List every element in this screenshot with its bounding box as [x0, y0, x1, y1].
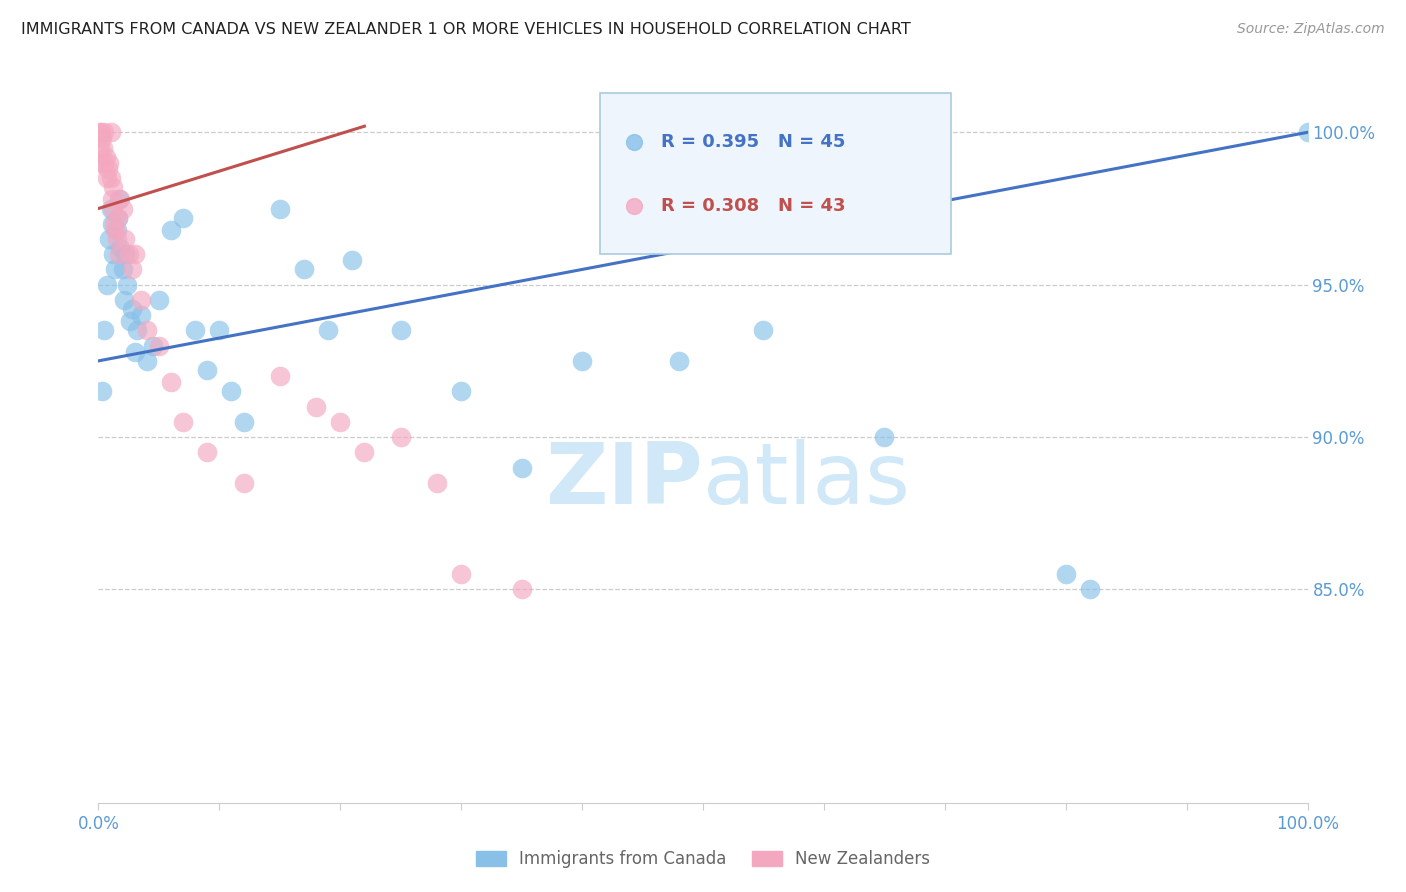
- Point: [148, 339, 170, 353]
- Point: [208, 323, 231, 337]
- Point: [510, 582, 533, 597]
- Point: [94, 150, 117, 164]
- Text: Source: ZipAtlas.com: Source: ZipAtlas.com: [1237, 22, 1385, 37]
- Point: [98, 232, 121, 246]
- Point: [195, 363, 218, 377]
- Text: ZIP: ZIP: [546, 440, 703, 523]
- Point: [93, 125, 115, 139]
- Point: [135, 354, 157, 368]
- Point: [269, 202, 291, 216]
- Point: [98, 156, 121, 170]
- Point: [305, 400, 328, 414]
- Point: [221, 384, 243, 399]
- Legend: Immigrants from Canada, New Zealanders: Immigrants from Canada, New Zealanders: [470, 844, 936, 875]
- Text: atlas: atlas: [703, 440, 911, 523]
- Point: [91, 384, 114, 399]
- Point: [1054, 567, 1077, 582]
- Point: [510, 460, 533, 475]
- Point: [232, 475, 254, 490]
- Point: [117, 277, 139, 292]
- Point: [873, 430, 896, 444]
- Text: IMMIGRANTS FROM CANADA VS NEW ZEALANDER 1 OR MORE VEHICLES IN HOUSEHOLD CORRELAT: IMMIGRANTS FROM CANADA VS NEW ZEALANDER …: [21, 22, 911, 37]
- Point: [97, 161, 120, 176]
- Point: [101, 247, 124, 261]
- Point: [90, 125, 112, 139]
- Point: [105, 232, 128, 246]
- Point: [105, 223, 128, 237]
- Point: [91, 140, 114, 154]
- Text: R = 0.395   N = 45: R = 0.395 N = 45: [661, 133, 845, 151]
- Point: [91, 131, 114, 145]
- Point: [104, 262, 127, 277]
- Point: [96, 171, 118, 186]
- Point: [269, 369, 291, 384]
- Point: [195, 445, 218, 459]
- Point: [389, 430, 412, 444]
- Point: [450, 384, 472, 399]
- Point: [114, 247, 136, 261]
- Point: [100, 202, 122, 216]
- Point: [114, 232, 136, 246]
- Point: [101, 202, 124, 216]
- Point: [160, 376, 183, 390]
- Point: [135, 323, 157, 337]
- FancyBboxPatch shape: [600, 94, 950, 254]
- Point: [100, 171, 122, 186]
- Text: R = 0.308   N = 43: R = 0.308 N = 43: [661, 197, 845, 215]
- Point: [292, 262, 315, 277]
- Point: [353, 445, 375, 459]
- Point: [100, 217, 122, 231]
- Point: [426, 475, 449, 490]
- Point: [108, 247, 131, 261]
- Point: [108, 241, 131, 255]
- Point: [389, 323, 412, 337]
- Point: [93, 323, 115, 337]
- Point: [87, 125, 110, 139]
- Point: [129, 308, 152, 322]
- Point: [127, 323, 149, 337]
- Point: [100, 125, 122, 139]
- Point: [232, 415, 254, 429]
- Point: [142, 339, 165, 353]
- Point: [118, 247, 141, 261]
- Point: [121, 262, 143, 277]
- Point: [124, 344, 146, 359]
- Point: [571, 354, 593, 368]
- Point: [184, 323, 207, 337]
- Point: [121, 302, 143, 317]
- Point: [111, 202, 134, 216]
- Point: [160, 223, 183, 237]
- Point: [93, 156, 115, 170]
- Point: [111, 262, 134, 277]
- Point: [103, 217, 125, 231]
- Point: [129, 293, 152, 307]
- Point: [342, 253, 364, 268]
- Point: [118, 314, 141, 328]
- Point: [148, 293, 170, 307]
- Point: [450, 567, 472, 582]
- Point: [172, 415, 194, 429]
- Point: [104, 223, 127, 237]
- Point: [316, 323, 339, 337]
- Point: [107, 211, 129, 225]
- Point: [108, 193, 131, 207]
- Point: [89, 140, 111, 154]
- Point: [101, 180, 124, 194]
- Point: [112, 293, 135, 307]
- Point: [107, 211, 129, 225]
- Point: [1078, 582, 1101, 597]
- Point: [100, 193, 122, 207]
- Point: [668, 354, 690, 368]
- Point: [89, 156, 111, 170]
- Point: [108, 193, 131, 207]
- Point: [752, 323, 775, 337]
- Point: [96, 277, 118, 292]
- Point: [172, 211, 194, 225]
- Point: [329, 415, 352, 429]
- Point: [124, 247, 146, 261]
- Point: [1296, 125, 1319, 139]
